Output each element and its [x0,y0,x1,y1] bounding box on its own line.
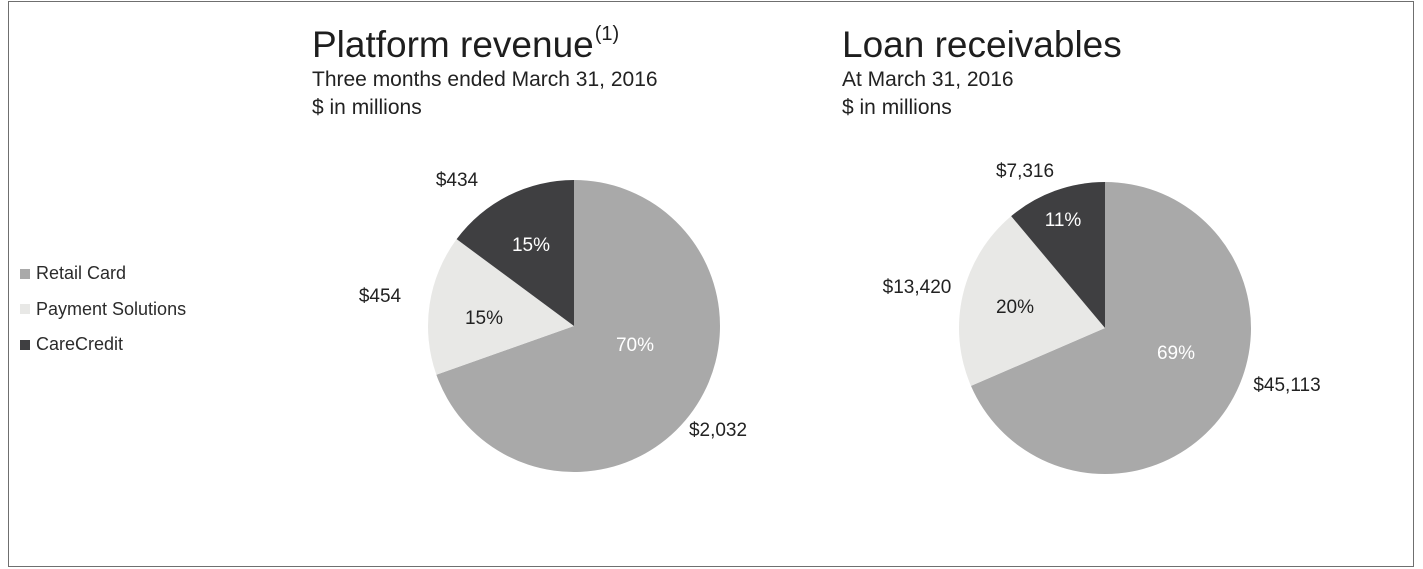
chart-frame [8,1,1414,567]
pie-slice-carecredit [456,180,574,326]
pie-percent-label: 15% [465,308,503,329]
chart-title-loan-receivables: Loan receivables [842,26,1122,63]
pie-slice-payment-solutions [958,216,1105,386]
pie-slice-retail-card [436,180,721,472]
legend: Retail Card Payment Solutions CareCredit [20,256,186,363]
chart-subtitle: Three months ended March 31, 2016 [312,68,658,91]
pie-value-label: $454 [359,286,402,307]
pie-value-label: $2,032 [689,420,747,441]
chart-title-text: Loan receivables [842,24,1122,65]
chart-title-platform-revenue: Platform revenue(1) [312,23,620,65]
chart-unit-label: $ in millions [842,96,952,119]
pie-percent-label: 69% [1157,343,1195,364]
pie-value-label: $13,420 [883,277,952,298]
footnote-marker: (1) [594,23,620,45]
legend-item-retail-card: Retail Card [20,256,186,292]
legend-item-carecredit: CareCredit [20,327,186,363]
legend-item-payment-solutions: Payment Solutions [20,292,186,328]
pie-percent-label: 70% [616,335,654,356]
pie-slice-carecredit [1011,182,1105,328]
pie-slice-retail-card [970,182,1251,474]
chart-unit-label: $ in millions [312,96,422,119]
pie-percent-label: 20% [996,297,1034,318]
legend-swatch-payment-solutions [20,304,30,315]
legend-swatch-retail-card [20,268,30,279]
pie-percent-label: 15% [512,235,550,256]
legend-label: Retail Card [36,263,127,284]
pie-value-label: $434 [436,170,479,191]
chart-title-text: Platform revenue [312,24,594,65]
legend-label: CareCredit [36,334,124,355]
legend-label: Payment Solutions [36,298,187,319]
pie-percent-label: 11% [1045,210,1082,231]
pie-value-label: $7,316 [996,161,1054,182]
pie-slice-payment-solutions [428,239,574,375]
pie-value-label: $45,113 [1253,375,1320,396]
chart-subtitle: At March 31, 2016 [842,68,1014,91]
legend-swatch-carecredit [20,339,30,350]
